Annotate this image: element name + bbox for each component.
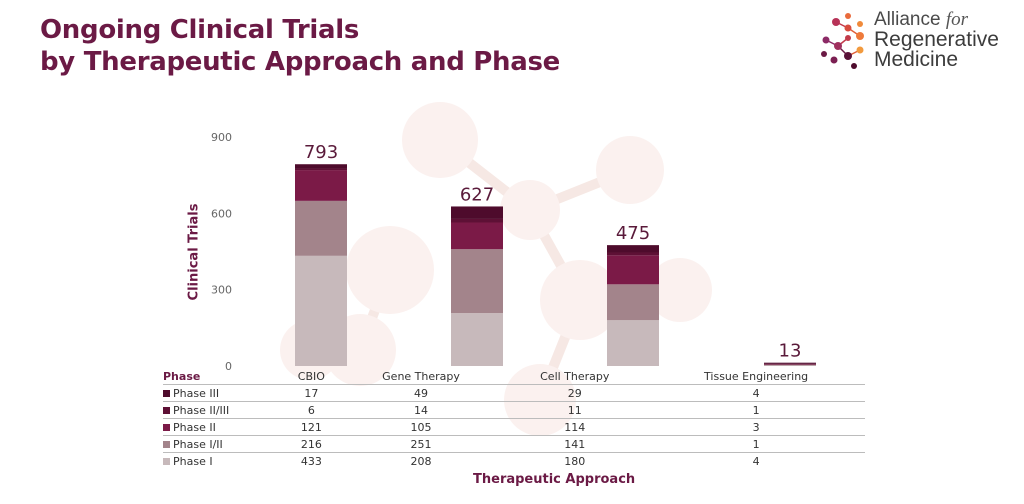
table-cell-gene-therapy: 105: [410, 420, 432, 434]
y-tick-label: 600: [211, 207, 232, 220]
bar-tissue-engineering-phase-iii: [764, 362, 816, 364]
table-header-phase: Phase: [163, 370, 201, 383]
bar-cell-therapy-phase-ii: [607, 255, 659, 285]
chart-title: Ongoing Clinical Trials by Therapeutic A…: [40, 14, 560, 78]
table-cell-cbio: 216: [300, 437, 322, 451]
table-row: Phase III 17 49 29 4: [163, 384, 865, 402]
table-cell-tissue-engineering: 4: [752, 454, 760, 468]
bar-cbio-phase-i-ii: [295, 200, 347, 256]
bar-cell-therapy-phase-i: [607, 320, 659, 366]
logo-line-2: Regenerative: [874, 28, 999, 51]
table-cell-gene-therapy: 251: [410, 437, 432, 451]
x-axis-label: Therapeutic Approach: [473, 472, 636, 487]
logo-wordmark: Alliance for Regenerative Medicine: [874, 9, 999, 71]
table-header-cell-therapy: Cell Therapy: [540, 370, 610, 383]
legend-swatch: [163, 440, 170, 448]
table-row-label: Phase I: [163, 453, 283, 470]
legend-label: Phase I: [173, 454, 213, 468]
table-cell-cbio: 6: [307, 403, 315, 417]
table-row: Phase II 121 105 114 3: [163, 418, 865, 436]
bar-gene-therapy-phase-ii: [451, 222, 503, 250]
molecule-logo-icon: [821, 13, 864, 69]
bar-tissue-engineering-phase-ii-iii: [764, 363, 816, 365]
table-cell-cell-therapy: 141: [564, 437, 586, 451]
bar-cell-therapy-phase-i-ii: [607, 284, 659, 321]
bar-cbio-phase-ii: [295, 170, 347, 201]
logo-line-3: Medicine: [874, 48, 959, 71]
table-cell-cbio: 433: [300, 454, 322, 468]
table-row-label: Phase I/II: [163, 436, 283, 453]
table-row-label: Phase III: [163, 385, 283, 402]
y-tick-label: 0: [225, 360, 232, 373]
bar-tissue-engineering-phase-i: [764, 364, 816, 366]
table-header-cbio: CBIO: [297, 370, 325, 383]
alliance-logo: Alliance for Regenerative Medicine: [814, 8, 1014, 74]
table-row: Phase I 433 208 180 4: [163, 452, 865, 470]
logo-line-1-suffix: for: [945, 9, 969, 30]
legend-swatch: [163, 406, 170, 414]
y-tick-label: 300: [211, 284, 232, 297]
bar-cell-therapy-phase-ii-iii: [607, 252, 659, 256]
chart-title-line-1: Ongoing Clinical Trials: [40, 15, 360, 45]
legend-swatch: [163, 423, 170, 431]
legend-swatch: [163, 389, 170, 397]
total-label-cbio: 793: [304, 142, 338, 163]
table-cell-gene-therapy: 49: [414, 386, 429, 400]
bar-cbio-phase-iii: [295, 164, 347, 169]
table-cell-tissue-engineering: 3: [752, 420, 760, 434]
legend-label: Phase II: [173, 420, 216, 434]
table-cell-cell-therapy: 114: [564, 420, 586, 434]
table-row: Phase II/III 6 14 11 1: [163, 401, 865, 419]
table-row-label: Phase II/III: [163, 402, 283, 419]
table-cell-tissue-engineering: 4: [752, 386, 760, 400]
bar-gene-therapy-phase-iii: [451, 206, 503, 219]
table-cell-tissue-engineering: 1: [752, 403, 760, 417]
legend-label: Phase II/III: [173, 403, 230, 417]
legend-label: Phase I/II: [173, 437, 223, 451]
table-cell-gene-therapy: 208: [410, 454, 432, 468]
table-row-label: Phase II: [163, 419, 283, 436]
chart-title-line-2: by Therapeutic Approach and Phase: [40, 47, 561, 77]
bar-cell-therapy-phase-iii: [607, 245, 659, 253]
bar-tissue-engineering-phase-ii: [764, 363, 816, 365]
y-axis-label: Clinical Trials: [186, 203, 202, 301]
table-cell-cell-therapy: 29: [567, 386, 582, 400]
total-label-gene-therapy: 627: [460, 184, 494, 205]
bar-cbio-phase-ii-iii: [295, 168, 347, 171]
total-label-tissue-engineering: 13: [779, 341, 802, 362]
bar-gene-therapy-phase-i: [451, 313, 503, 366]
legend-label: Phase III: [173, 386, 220, 400]
table-header-tissue-engineering: Tissue Engineering: [704, 370, 809, 383]
table-cell-cbio: 121: [300, 420, 322, 434]
table-cell-tissue-engineering: 1: [752, 437, 760, 451]
table-cell-gene-therapy: 14: [414, 403, 429, 417]
bar-gene-therapy-phase-ii-iii: [451, 218, 503, 223]
bar-gene-therapy-phase-i-ii: [451, 249, 503, 314]
total-label-cell-therapy: 475: [616, 223, 650, 244]
data-table: Phase CBIO Gene Therapy Cell Therapy Tissue…: [163, 369, 865, 469]
bar-tissue-engineering-phase-i-ii: [764, 364, 816, 366]
table-header-gene-therapy: Gene Therapy: [382, 370, 460, 383]
table-cell-cbio: 17: [304, 386, 319, 400]
logo-line-1: Alliance: [874, 9, 941, 30]
y-tick-label: 900: [211, 131, 232, 144]
table-cell-cell-therapy: 180: [564, 454, 586, 468]
table-row: Phase I/II 216 251 141 1: [163, 435, 865, 453]
legend-swatch: [163, 457, 170, 465]
table-cell-cell-therapy: 11: [567, 403, 582, 417]
bar-cbio-phase-i: [295, 255, 347, 366]
